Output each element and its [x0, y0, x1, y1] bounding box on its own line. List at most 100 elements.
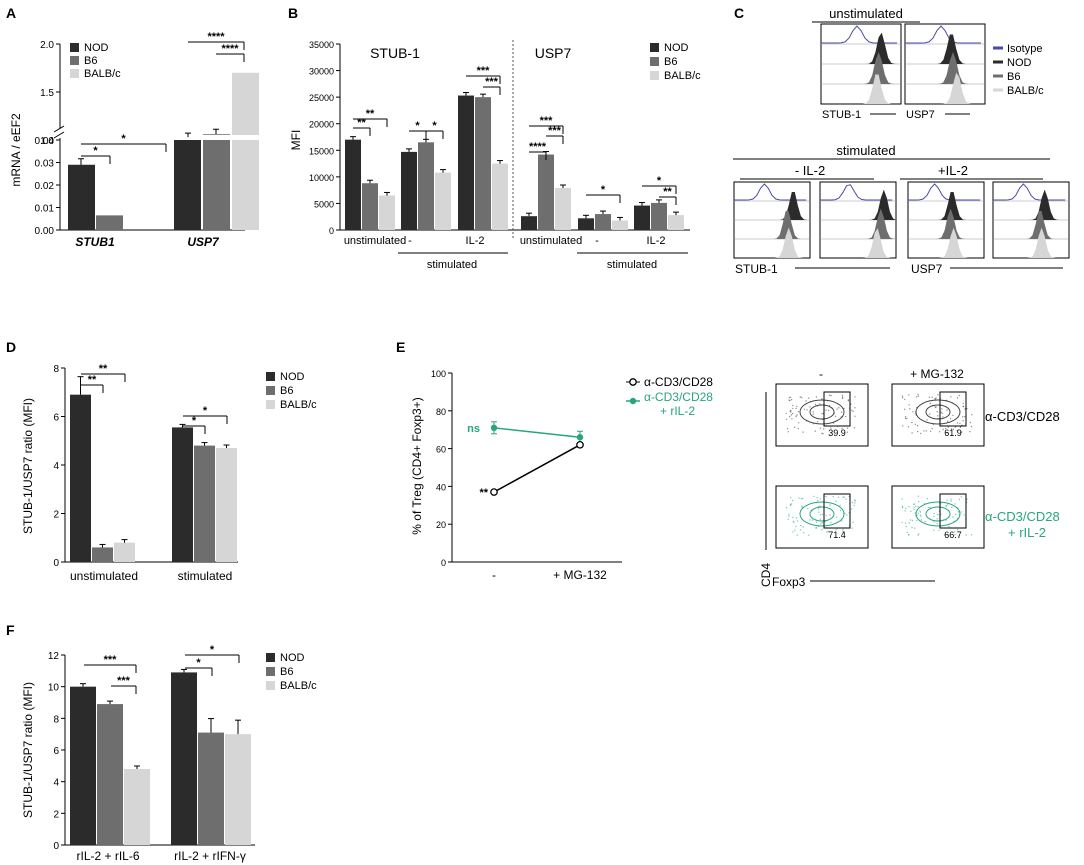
flow-event [945, 506, 947, 508]
y-tick-label: 0.03 [35, 159, 55, 170]
x-category-label: STUB1 [75, 235, 115, 249]
flow-event [838, 496, 840, 498]
flow-event [806, 409, 808, 411]
flow-event [825, 495, 827, 498]
flow-event [786, 418, 788, 421]
flow-event [956, 429, 958, 432]
y-tick-label: 40 [436, 482, 446, 492]
histogram-nod [734, 192, 810, 220]
flow-event [798, 422, 800, 424]
isotype-histogram [905, 25, 981, 44]
flow-event [846, 431, 848, 433]
flow-event [800, 498, 803, 500]
histogram-b6 [993, 211, 1069, 239]
y-tick-label: 0 [329, 226, 334, 236]
flow-event [796, 534, 798, 536]
significance-label: * [657, 175, 662, 187]
bar-BALB/c-0 [124, 769, 150, 845]
flow-event [830, 394, 832, 397]
flow-event [955, 513, 957, 516]
flow-event [966, 498, 968, 500]
legend-label: + rIL-2 [660, 404, 695, 418]
flow-event [792, 520, 794, 523]
flow-event [803, 532, 805, 534]
flow-event [796, 520, 799, 522]
flow-event [842, 529, 844, 531]
flow-event [917, 393, 919, 396]
y-tick-label: 5000 [314, 199, 334, 209]
flow-event [847, 400, 850, 402]
flow-event [829, 504, 831, 506]
x-group-label: - [595, 235, 599, 247]
legend-swatch [70, 69, 79, 78]
flow-event [946, 420, 949, 422]
legend-label: B6 [280, 666, 293, 678]
density-contour [915, 399, 961, 425]
flow-event [952, 414, 954, 417]
y-axis-label: mRNA / eEF2 [9, 113, 23, 187]
histogram-nod [908, 192, 984, 220]
flow-event [819, 505, 821, 507]
flow-event [970, 425, 973, 428]
flow-event [943, 534, 946, 536]
flow-event [907, 426, 910, 428]
subtitle-minus-il2: - IL-2 [795, 163, 825, 178]
flow-event [911, 526, 913, 529]
flow-event [904, 510, 906, 512]
flow-event [919, 510, 921, 512]
flow-event [906, 417, 908, 420]
y-tick-label: 2.0 [40, 40, 54, 51]
bar-B6-4 [595, 214, 611, 230]
flow-row-label: α-CD3/CD28 [985, 409, 1060, 424]
flow-event [969, 431, 971, 433]
flow-event [920, 515, 922, 518]
density-contour [799, 399, 845, 425]
flow-event [819, 518, 821, 520]
flow-col-label: + MG-132 [910, 367, 964, 381]
flow-event [966, 407, 968, 410]
flow-event [812, 413, 814, 415]
histogram-b6 [908, 208, 984, 239]
legend-label: NOD [84, 42, 109, 54]
bar-BALB/c-0 [379, 195, 395, 230]
bar-BALB/c-3 [555, 188, 571, 230]
flow-event [835, 516, 838, 518]
panel-letter-C: C [734, 5, 744, 21]
y-axis-label: MFI [289, 130, 303, 151]
flow-event [788, 513, 790, 516]
flow-event [809, 519, 811, 521]
flow-event [929, 430, 932, 432]
flow-event [793, 426, 796, 428]
flow-event [787, 431, 789, 433]
flow-event [839, 504, 841, 507]
flow-event [962, 416, 964, 418]
legend-swatch [266, 667, 275, 676]
flow-event [942, 428, 944, 431]
flow-event [807, 397, 810, 399]
flow-event [814, 430, 816, 432]
y-tick-label: 80 [436, 407, 446, 417]
flow-event [951, 506, 953, 509]
flow-event [789, 504, 792, 507]
bar-NOD-1 [171, 672, 197, 845]
bar-B6-1 [418, 142, 434, 230]
flow-event [827, 530, 829, 533]
flow-event [819, 498, 821, 500]
histogram-b6 [734, 211, 810, 239]
flow-event [842, 530, 844, 532]
group-caption: stimulated [607, 259, 657, 271]
legend-swatch [650, 43, 659, 52]
flow-event [954, 503, 956, 505]
annotation-ns: ns [467, 423, 480, 435]
flow-event [787, 518, 789, 520]
flow-event [915, 396, 918, 398]
significance-label: ** [366, 108, 375, 120]
flow-event [970, 534, 973, 536]
flow-event [841, 396, 844, 398]
gate-value: 39.9 [828, 428, 846, 438]
series-line-cd3cd28 [493, 444, 581, 493]
flow-event [956, 529, 959, 531]
legend-marker [629, 378, 637, 386]
flow-event [805, 400, 807, 402]
subtitle-stub1: STUB-1 [370, 45, 420, 61]
